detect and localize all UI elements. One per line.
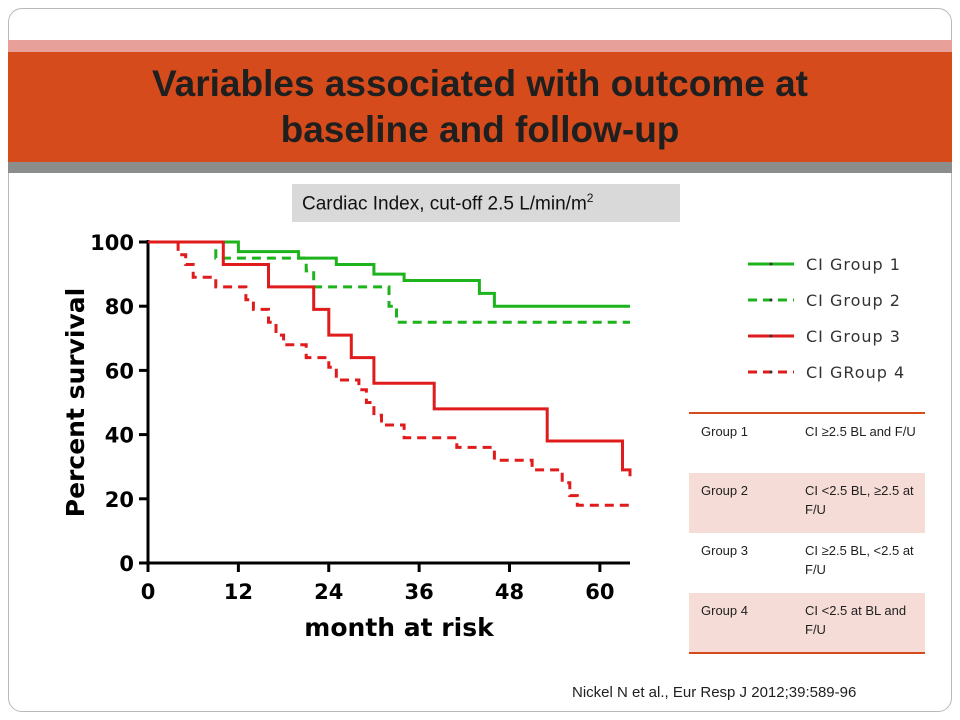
legend-item-group-2: CI Group 2: [748, 282, 948, 318]
group-name-cell: Group 4: [689, 593, 793, 654]
title-divider-band: [8, 162, 952, 173]
legend-swatch: [748, 298, 794, 302]
series-line-group-2: [148, 240, 630, 324]
y-tick-label-100: 100: [90, 231, 134, 255]
table-row: Group 4 CI <2.5 at BL and F/U: [689, 593, 925, 654]
y-tick-label-20: 20: [105, 488, 134, 512]
group-name-cell: Group 1: [689, 412, 793, 473]
y-tick-label-0: 0: [119, 552, 134, 576]
legend-item-group-3: CI Group 3: [748, 318, 948, 354]
legend-label: CI Group 3: [806, 326, 901, 346]
chart-legend: CI Group 1 CI Group 2 CI Group 3 CI GRoup 4: [748, 246, 948, 390]
group-definition-cell: CI <2.5 BL, ≥2.5 at F/U: [793, 473, 925, 533]
citation: Nickel N et al., Eur Resp J 2012;39:589-…: [572, 684, 857, 701]
y-tick-label-40: 40: [105, 424, 134, 448]
series-line-group-1: [148, 240, 630, 308]
legend-swatch: [748, 334, 794, 338]
legend-swatch: [748, 262, 794, 266]
legend-label: CI Group 2: [806, 290, 901, 310]
x-tick-label-48: 48: [495, 580, 524, 604]
title-bar: Variables associated with outcome at bas…: [8, 52, 952, 162]
legend-item-group-1: CI Group 1: [748, 246, 948, 282]
title-accent-band: [8, 40, 952, 52]
group-name-cell: Group 3: [689, 533, 793, 593]
legend-label: CI Group 1: [806, 254, 901, 274]
group-definition-cell: CI ≥2.5 BL and F/U: [793, 412, 925, 473]
legend-label: CI GRoup 4: [806, 362, 906, 382]
x-tick-label-12: 12: [224, 580, 253, 604]
x-tick-label-24: 24: [314, 580, 343, 604]
group-name-cell: Group 2: [689, 473, 793, 533]
x-axis-label: month at risk: [304, 613, 495, 642]
y-tick-label-80: 80: [105, 295, 134, 319]
x-tick-label-60: 60: [585, 580, 614, 604]
x-tick-label-36: 36: [405, 580, 434, 604]
subtitle-superscript: 2: [586, 191, 594, 205]
series-line-group-3: [148, 240, 632, 477]
x-tick-label-0: 0: [141, 580, 156, 604]
legend-swatch: [748, 370, 794, 374]
slide-frame: [8, 8, 952, 712]
subtitle-text: Cardiac Index, cut-off 2.5 L/min/m: [302, 193, 587, 215]
y-tick-label-60: 60: [105, 359, 134, 383]
series-line-group-4: [148, 240, 630, 507]
group-definition-cell: CI <2.5 at BL and F/U: [793, 593, 925, 654]
table-row: Group 3 CI ≥2.5 BL, <2.5 at F/U: [689, 533, 925, 593]
table-row: Group 2 CI <2.5 BL, ≥2.5 at F/U: [689, 473, 925, 533]
legend-item-group-4: CI GRoup 4: [748, 354, 948, 390]
table-row: Group 1 CI ≥2.5 BL and F/U: [689, 412, 925, 473]
y-axis-label: Percent survival: [61, 288, 90, 517]
group-definition-cell: CI ≥2.5 BL, <2.5 at F/U: [793, 533, 925, 593]
slide-title: Variables associated with outcome at bas…: [152, 63, 808, 150]
group-definitions-table: Group 1 CI ≥2.5 BL and F/U Group 2 CI <2.5 …: [689, 412, 925, 654]
chart-subtitle: Cardiac Index, cut-off 2.5 L/min/m2: [292, 184, 680, 222]
